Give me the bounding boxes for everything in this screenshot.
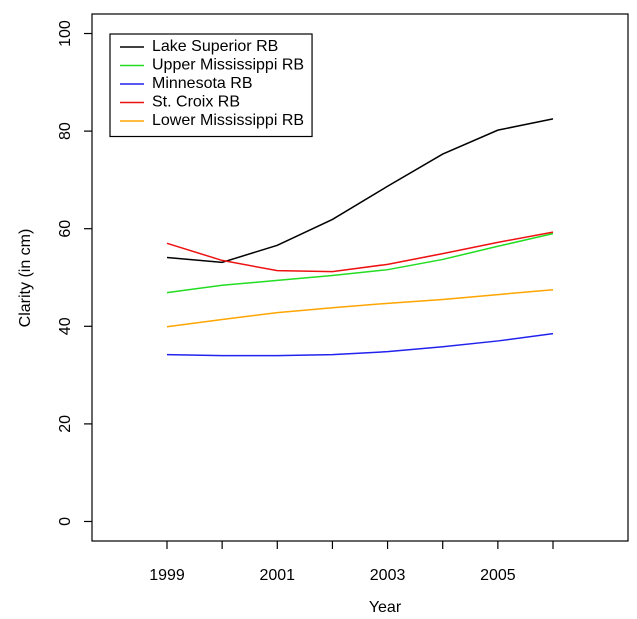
y-tick-label: 100 xyxy=(57,20,74,47)
x-tick-label: 2003 xyxy=(370,567,406,584)
y-tick-label: 20 xyxy=(57,415,74,433)
series-line xyxy=(166,231,554,273)
y-tick-label: 40 xyxy=(57,317,74,335)
legend-label: St. Croix RB xyxy=(152,94,240,111)
y-axis-label: Clarity (in cm) xyxy=(17,229,34,328)
series-line xyxy=(166,232,554,294)
legend-label: Lake Superior RB xyxy=(152,38,278,55)
y-tick-label: 60 xyxy=(57,220,74,238)
legend-label: Lower Mississippi RB xyxy=(152,112,304,129)
legend-label: Upper Mississippi RB xyxy=(152,57,304,74)
series-line xyxy=(166,288,554,328)
legend: Lake Superior RB Upper Mississippi RBMinn… xyxy=(109,33,313,138)
x-tick-label: 2001 xyxy=(259,567,295,584)
y-tick-label: 80 xyxy=(57,122,74,140)
plot-box xyxy=(91,13,629,542)
y-tick-label: 0 xyxy=(57,517,74,526)
legend-label: Minnesota RB xyxy=(152,75,253,92)
x-tick-label: 2005 xyxy=(480,567,516,584)
legend-box xyxy=(109,33,313,138)
x-tick-label: 1999 xyxy=(149,567,185,584)
series-line xyxy=(166,332,554,357)
series-line xyxy=(166,118,554,264)
x-axis-label: Year xyxy=(369,599,402,616)
